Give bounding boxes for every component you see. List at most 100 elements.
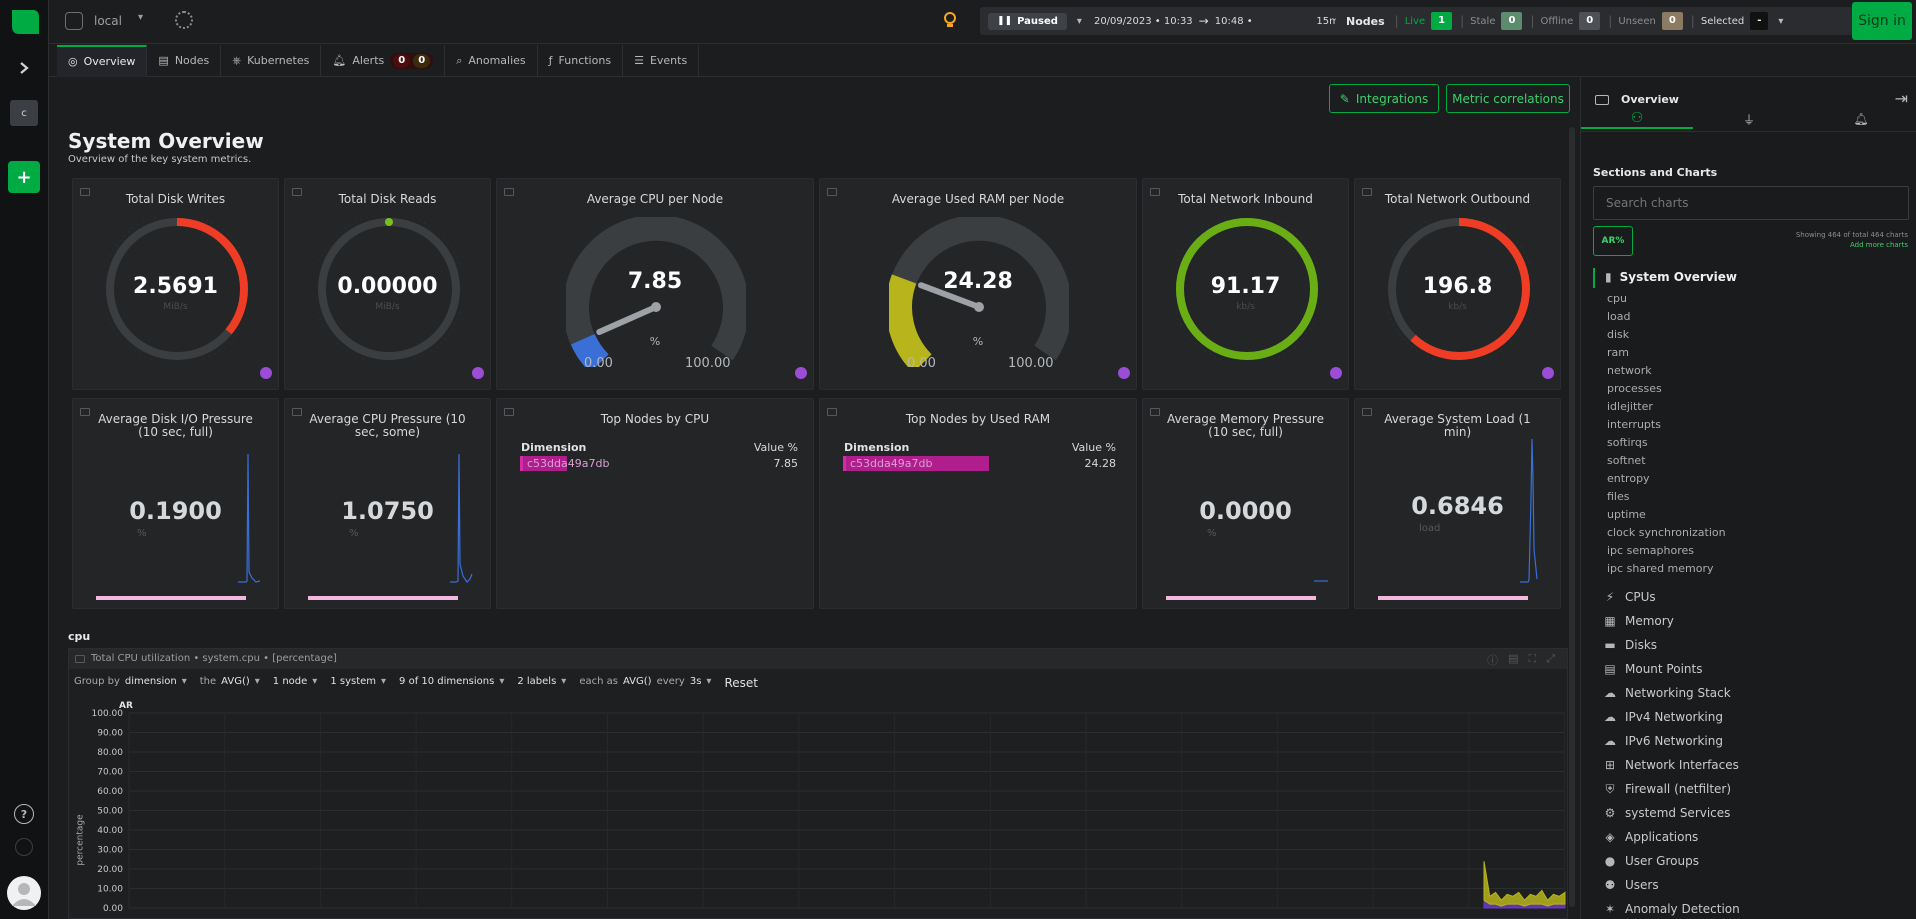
nav-subitem[interactable]: softirqs [1607, 436, 1648, 449]
nav-subitem[interactable]: network [1607, 364, 1652, 377]
nav-section[interactable]: ⚙ systemd Services [1603, 801, 1740, 825]
metric-correlations-button[interactable]: Metric correlations [1446, 84, 1570, 113]
info-icon[interactable]: ⓘ [1487, 654, 1499, 667]
tab-events[interactable]: ☰ Events [623, 44, 700, 77]
live-count[interactable]: 1 [1431, 12, 1453, 30]
nav-section[interactable]: ☁ IPv6 Networking [1603, 729, 1740, 753]
anomaly-badge-icon[interactable] [260, 367, 272, 379]
nav-subitem[interactable]: ipc semaphores [1607, 544, 1695, 557]
nav-section[interactable]: ⚡ CPUs [1603, 585, 1740, 609]
nav-section[interactable]: ▬ Disks [1603, 633, 1740, 657]
tab-functions[interactable]: ƒ Functions [538, 44, 624, 77]
labels-filter[interactable]: 2 labels [517, 676, 557, 687]
nav-section[interactable]: ☁ Networking Stack [1603, 681, 1740, 705]
dimensions-filter[interactable]: 9 of 10 dimensions [399, 676, 495, 687]
nav-subitem[interactable]: files [1607, 490, 1630, 503]
gauge-card[interactable]: Average CPU per Node 7.85 % 0.00 100.00 [496, 178, 814, 390]
nodes-filter[interactable]: 1 node [272, 676, 308, 687]
aggregation-select[interactable]: AVG() [221, 676, 250, 687]
table-row-name[interactable]: c53dda49a7db [527, 457, 610, 470]
nav-section[interactable]: ⚉ Users [1603, 873, 1740, 897]
tab-overview[interactable]: ◎ Overview [57, 44, 148, 77]
tab-kubernetes[interactable]: ⎈ Kubernetes [221, 44, 322, 77]
reset-button[interactable]: Reset [724, 676, 758, 690]
each-as-select[interactable]: AVG() [622, 676, 652, 687]
nav-section[interactable]: ◈ Applications [1603, 825, 1740, 849]
charts-tab-icon[interactable]: ⚇ [1581, 109, 1693, 129]
number-card[interactable]: Average Memory Pressure (10 sec, full) 0… [1142, 398, 1349, 609]
gauge-card[interactable]: Total Network Inbound 91.17 kb/s [1142, 178, 1349, 390]
nav-section[interactable]: ✶ Anomaly Detection [1603, 897, 1740, 919]
main-scrollbar[interactable] [1569, 127, 1575, 907]
stack-icon[interactable]: ▤ [1508, 652, 1519, 665]
systems-filter[interactable]: 1 system [330, 676, 377, 687]
nav-subitem[interactable]: softnet [1607, 454, 1646, 467]
anomaly-badge-icon[interactable] [472, 367, 484, 379]
nav-subitem[interactable]: idlejitter [1607, 400, 1653, 413]
time-range[interactable]: 20/09/2023 • 10:33 [1093, 15, 1193, 27]
top-cpu-card[interactable]: Top Nodes by CPU Dimension Value % c53dd… [496, 398, 814, 609]
nav-subitem[interactable]: uptime [1607, 508, 1646, 521]
status-dropdown-icon[interactable]: ▾ [1076, 15, 1082, 27]
nav-section-system-overview[interactable]: ▮ System Overview [1605, 270, 1737, 284]
number-card[interactable]: Average Disk I/O Pressure (10 sec, full)… [72, 398, 279, 609]
chevron-down-icon[interactable]: ▾ [706, 676, 712, 687]
nav-section[interactable]: ▤ Mount Points [1603, 657, 1740, 681]
search-charts-input[interactable] [1593, 186, 1909, 220]
signin-button[interactable]: Sign in [1852, 2, 1912, 40]
nav-subitem[interactable]: ipc shared memory [1607, 562, 1714, 575]
cpu-area-chart[interactable]: 100.00 90.00 80.00 70.00 60.00 50.00 40.00 30.0… [69, 707, 1567, 917]
nav-section[interactable]: ▦ Memory [1603, 609, 1740, 633]
chevron-down-icon[interactable]: ▾ [381, 676, 387, 687]
settings-dim-icon[interactable] [15, 838, 33, 856]
unseen-count[interactable]: 0 [1661, 12, 1683, 30]
nav-section[interactable]: ● User Groups [1603, 849, 1740, 873]
time-end[interactable]: 10:48 • [1214, 15, 1253, 27]
integrations-button[interactable]: ✎ Integrations [1329, 84, 1439, 113]
tab-anomalies[interactable]: ⌕ Anomalies [445, 44, 538, 77]
nodes-dropdown-icon[interactable]: ▾ [1778, 15, 1784, 27]
anomaly-badge-icon[interactable] [1118, 367, 1130, 379]
netdata-logo[interactable] [9, 6, 41, 38]
nav-subitem[interactable]: load [1607, 310, 1631, 323]
filter-tab-icon[interactable]: ⏚ [1742, 112, 1755, 127]
gauge-card[interactable]: Total Network Outbound 196.8 kb/s [1354, 178, 1561, 390]
tab-alerts[interactable]: 🔔︎ Alerts 0 0 [321, 44, 446, 77]
gear-icon[interactable] [175, 11, 193, 29]
add-space-button[interactable]: + [8, 161, 40, 193]
tab-nodes[interactable]: ▤ Nodes [147, 44, 222, 77]
chevron-down-icon[interactable]: ▾ [254, 676, 260, 687]
nav-subitem[interactable]: disk [1607, 328, 1630, 341]
gauge-card[interactable]: Average Used RAM per Node 24.28 % 0.00 1… [819, 178, 1137, 390]
number-card[interactable]: Average CPU Pressure (10 sec, some) 1.07… [284, 398, 491, 609]
fullscreen-icon[interactable]: ⛶ [1528, 652, 1537, 665]
expand-icon[interactable]: ⤢ [1546, 652, 1555, 665]
selected-value[interactable]: - [1750, 12, 1769, 30]
space-dropdown-icon[interactable]: ▾ [138, 12, 144, 23]
nav-subitem[interactable]: cpu [1607, 292, 1628, 305]
pause-button[interactable]: ❚❚ Paused [988, 12, 1067, 30]
anomaly-badge-icon[interactable] [1330, 367, 1342, 379]
gauge-card[interactable]: Total Disk Writes 2.5691 MiB/s [72, 178, 279, 390]
every-select[interactable]: 3s [689, 676, 702, 687]
ar-toggle-button[interactable]: AR% [1593, 226, 1633, 256]
help-icon[interactable]: ? [14, 804, 34, 824]
gauge-card[interactable]: Total Disk Reads 0.00000 MiB/s [284, 178, 491, 390]
top-ram-card[interactable]: Top Nodes by Used RAM Dimension Value % … [819, 398, 1137, 609]
chevron-down-icon[interactable]: ▾ [181, 676, 187, 687]
nav-section[interactable]: ⊞ Network Interfaces [1603, 753, 1740, 777]
anomaly-badge-icon[interactable] [795, 367, 807, 379]
bulb-icon[interactable] [942, 11, 958, 29]
group-by-select[interactable]: dimension [124, 676, 177, 687]
duration[interactable]: 15min [1316, 15, 1348, 27]
nav-subitem[interactable]: interrupts [1607, 418, 1661, 431]
collapse-panel-icon[interactable]: ⇥ [1894, 89, 1908, 108]
chevron-down-icon[interactable]: ▾ [499, 676, 505, 687]
nav-subitem[interactable]: entropy [1607, 472, 1650, 485]
number-card[interactable]: Average System Load (1 min) 0.6846 load [1354, 398, 1561, 609]
offline-count[interactable]: 0 [1579, 12, 1601, 30]
nav-subitem[interactable]: clock synchronization [1607, 526, 1726, 539]
chevron-down-icon[interactable]: ▾ [561, 676, 567, 687]
expand-sidebar-icon[interactable] [14, 58, 34, 78]
add-more-charts-link[interactable]: Add more charts [1850, 241, 1908, 249]
